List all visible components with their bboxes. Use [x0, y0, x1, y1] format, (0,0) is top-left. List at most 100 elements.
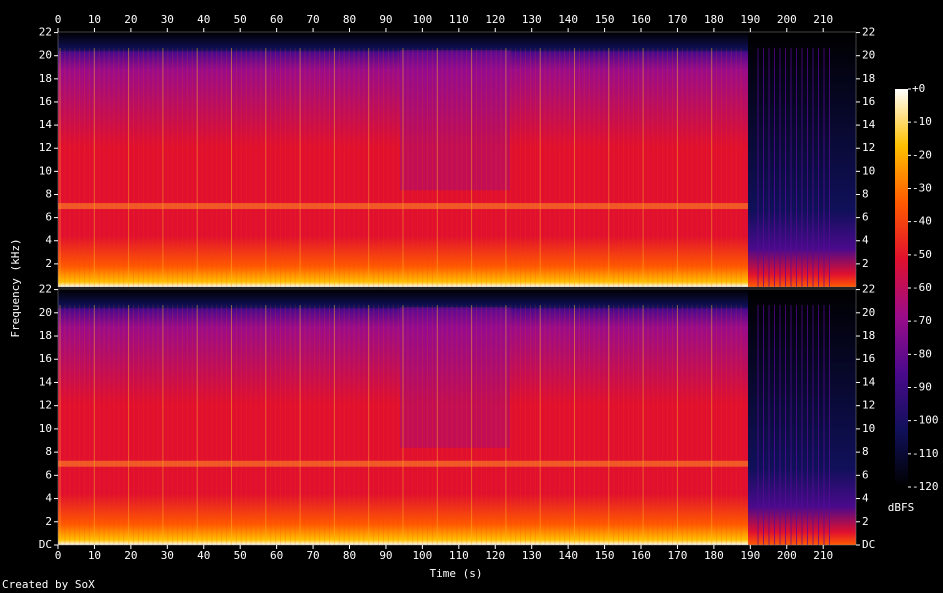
y-tick-label: 2 — [45, 257, 52, 270]
x-tick-label: 10 — [88, 549, 101, 562]
colorbar-tick-label: -100 — [912, 414, 939, 427]
x-tick-label: 20 — [124, 549, 137, 562]
y-tick-label: 14 — [862, 375, 876, 388]
y-tick-label: 16 — [862, 95, 875, 108]
x-tick-label: 180 — [704, 13, 724, 26]
x-tick-label: 40 — [197, 549, 210, 562]
spectrogram-dim — [400, 50, 510, 191]
x-tick-label: 170 — [668, 13, 688, 26]
footer: Created by SoX — [2, 578, 95, 591]
x-tick-label: 40 — [197, 13, 210, 26]
y-tick-label: 4 — [45, 234, 52, 247]
x-tick-label: 180 — [704, 549, 724, 562]
y-tick-label: 18 — [39, 329, 52, 342]
x-tick-label: 150 — [595, 13, 615, 26]
y-tick-label: 6 — [45, 468, 52, 481]
colorbar-tick-label: -70 — [912, 314, 932, 327]
x-tick-label: 140 — [558, 549, 578, 562]
y-tick-label: 10 — [862, 422, 875, 435]
panel-frame — [57, 288, 857, 546]
x-tick-label: 150 — [595, 549, 615, 562]
y-tick-label: 18 — [862, 329, 875, 342]
x-tick-label: 190 — [740, 549, 760, 562]
x-tick-label: 140 — [558, 13, 578, 26]
y-tick-label: 22 — [862, 283, 875, 296]
y-tick-label: 8 — [45, 187, 52, 200]
harmonic-band — [58, 460, 748, 467]
colorbar-tick-label: -10 — [912, 115, 932, 128]
y-tick-label: 12 — [39, 399, 52, 412]
y-tick-label: 2 — [45, 515, 52, 528]
x-tick-label: 200 — [777, 549, 797, 562]
x-tick-label: 90 — [379, 13, 392, 26]
x-tick-label: 170 — [668, 549, 688, 562]
y-tick-label: 8 — [862, 187, 869, 200]
y-tick-label: 14 — [39, 118, 53, 131]
y-tick-label: 20 — [862, 49, 875, 62]
x-tick-label: 210 — [813, 13, 833, 26]
x-tick-label: 30 — [161, 13, 174, 26]
y-tick-label: 6 — [862, 468, 869, 481]
colorbar-tick-label: +0 — [912, 82, 925, 95]
y-tick-label: 12 — [39, 141, 52, 154]
x-tick-label: 110 — [449, 13, 469, 26]
harmonic-band — [58, 203, 748, 210]
x-axis-label: Time (s) — [430, 567, 483, 580]
colorbar-tick-label: -40 — [912, 215, 932, 228]
x-tick-label: 70 — [306, 549, 319, 562]
x-tick-label: 130 — [522, 549, 542, 562]
colorbar-tick-label: -110 — [912, 447, 939, 460]
panel-frame — [57, 31, 857, 288]
y-tick-label: 22 — [39, 26, 52, 39]
x-tick-label: 80 — [343, 13, 356, 26]
y-tick-label: 4 — [862, 234, 869, 247]
y-tick-label: 14 — [39, 375, 53, 388]
y-tick-label: 16 — [39, 352, 52, 365]
y-tick-label: 4 — [45, 492, 52, 505]
colorbar-tick-label: -30 — [912, 182, 932, 195]
y-tick-label: 12 — [862, 399, 875, 412]
x-tick-label: 210 — [813, 549, 833, 562]
y-tick-label: 8 — [862, 445, 869, 458]
x-tick-label: 120 — [485, 549, 505, 562]
x-tick-label: 100 — [412, 13, 432, 26]
x-tick-label: 80 — [343, 549, 356, 562]
x-tick-label: 160 — [631, 13, 651, 26]
colorbar-tick-label: -120 — [912, 480, 939, 493]
y-tick-label: 10 — [862, 164, 875, 177]
x-tick-label: 100 — [412, 549, 432, 562]
x-tick-label: 90 — [379, 549, 392, 562]
x-tick-label: 50 — [234, 549, 247, 562]
y-tick-label: 8 — [45, 445, 52, 458]
x-tick-label: 190 — [740, 13, 760, 26]
colorbar-tick-label: -80 — [912, 347, 932, 360]
x-tick-label: 0 — [55, 13, 62, 26]
x-tick-label: 130 — [522, 13, 542, 26]
y-tick-label: 10 — [39, 422, 52, 435]
y-axis-label: Frequency (kHz) — [9, 238, 22, 337]
x-tick-label: 30 — [161, 549, 174, 562]
y-tick-label: 2 — [862, 515, 869, 528]
colorbar-tick-label: -60 — [912, 281, 932, 294]
y-tick-label: 6 — [862, 211, 869, 224]
colorbar-tick-label: -50 — [912, 248, 932, 261]
x-tick-label: 120 — [485, 13, 505, 26]
y-tick-label: 14 — [862, 118, 876, 131]
x-tick-label: 200 — [777, 13, 797, 26]
colorbar-label: dBFS — [888, 501, 915, 514]
y-tick-label: 10 — [39, 164, 52, 177]
spectrogram-dim — [400, 307, 510, 448]
y-tick-label: 22 — [39, 283, 52, 296]
x-tick-label: 20 — [124, 13, 137, 26]
x-tick-label: 10 — [88, 13, 101, 26]
colorbar-tick-label: -90 — [912, 381, 932, 394]
y-tick-label: 6 — [45, 211, 52, 224]
y-tick-label: 20 — [39, 306, 52, 319]
y-tick-label: 20 — [39, 49, 52, 62]
y-tick-label: DC — [39, 538, 52, 551]
y-tick-label: 4 — [862, 492, 869, 505]
colorbar-tick-label: -20 — [912, 148, 932, 161]
y-tick-label: 12 — [862, 141, 875, 154]
x-tick-label: 0 — [55, 549, 62, 562]
